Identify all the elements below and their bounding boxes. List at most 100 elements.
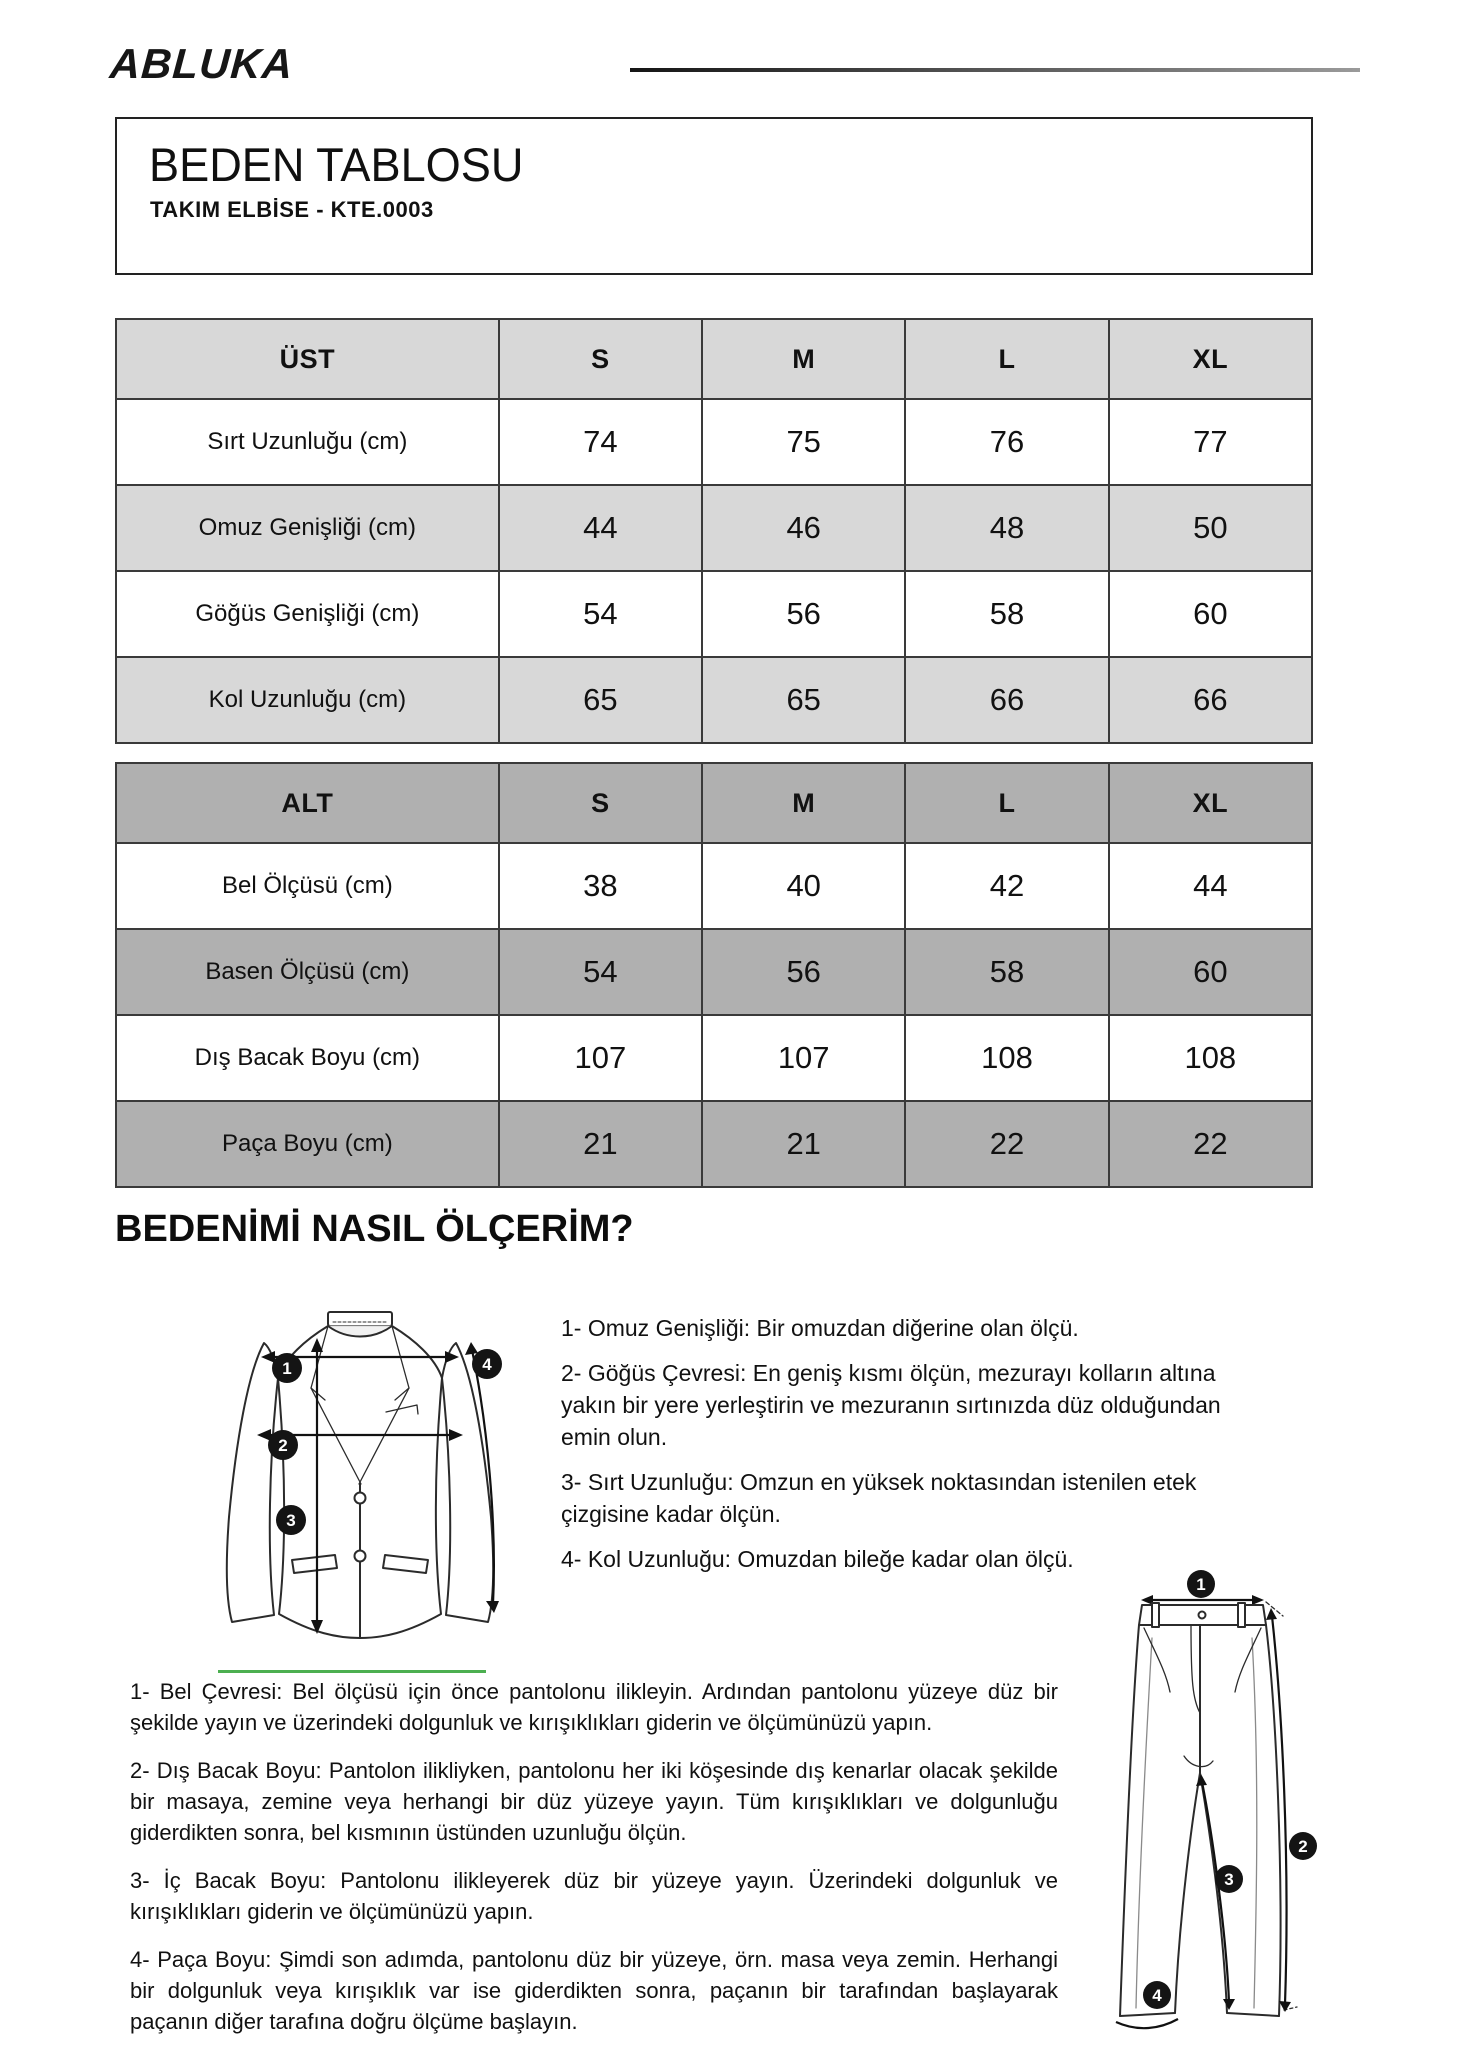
jacket-marker-1: 1 [272, 1353, 302, 1383]
header-cell-l: L [904, 762, 1110, 844]
header-cell-s: S [497, 762, 704, 844]
jacket-measure-diagram: 1 2 3 4 [225, 1311, 502, 1639]
table-row: Kol Uzunluğu (cm) 65 65 66 66 [115, 656, 1314, 744]
cell-value: 74 [497, 398, 704, 486]
header-cell-m: M [701, 762, 907, 844]
jacket-drawing [225, 1311, 495, 1639]
cell-value: 66 [1107, 656, 1314, 744]
product-code: TAKIM ELBİSE - KTE.0003 [150, 196, 434, 222]
header-cell-s: S [497, 318, 704, 400]
cell-value: 40 [701, 842, 907, 930]
jacket-step: 2- Göğüs Çevresi: En geniş kısmı ölçün, … [561, 1360, 1221, 1450]
cell-value: 108 [904, 1014, 1110, 1102]
size-table-top: ÜST S M L XL Sırt Uzunluğu (cm) 74 75 76… [115, 318, 1314, 744]
table-row: Omuz Genişliği (cm) 44 46 48 50 [115, 484, 1314, 572]
pants-marker-2: 2 [1289, 1832, 1317, 1860]
cell-value: 66 [904, 656, 1110, 744]
pants-marker-1: 1 [1187, 1570, 1215, 1598]
header-cell-xl: XL [1107, 318, 1314, 400]
table-row: Göğüs Genişliği (cm) 54 56 58 60 [115, 570, 1314, 658]
page-title: BEDEN TABLOSU [149, 138, 524, 191]
row-label: Paça Boyu (cm) [115, 1100, 500, 1188]
cell-value: 50 [1107, 484, 1314, 572]
cell-value: 21 [497, 1100, 704, 1188]
row-label: Omuz Genişliği (cm) [115, 484, 500, 572]
pants-step: 4- Paça Boyu: Şimdi son adımda, pantolon… [130, 1947, 1058, 2034]
table-row: Basen Ölçüsü (cm) 54 56 58 60 [115, 928, 1314, 1016]
table-row: Bel Ölçüsü (cm) 38 40 42 44 [115, 842, 1314, 930]
header-cell-alt: ALT [115, 762, 500, 844]
header-cell-m: M [701, 318, 907, 400]
jacket-step: 4- Kol Uzunluğu: Omuzdan bileğe kadar ol… [561, 1546, 1074, 1572]
svg-text:3: 3 [1224, 1870, 1233, 1889]
svg-text:1: 1 [282, 1359, 291, 1378]
pants-marker-4: 4 [1143, 1981, 1171, 2009]
title-box: BEDEN TABLOSU TAKIM ELBİSE - KTE.0003 [115, 117, 1313, 275]
row-label: Göğüs Genişliği (cm) [115, 570, 500, 658]
row-label: Bel Ölçüsü (cm) [115, 842, 500, 930]
row-label: Basen Ölçüsü (cm) [115, 928, 500, 1016]
cell-value: 54 [497, 928, 704, 1016]
cell-value: 38 [497, 842, 704, 930]
header-cell-xl: XL [1107, 762, 1314, 844]
cell-value: 22 [904, 1100, 1110, 1188]
cell-value: 46 [701, 484, 907, 572]
cell-value: 76 [904, 398, 1110, 486]
cell-value: 60 [1107, 570, 1314, 658]
row-label: Dış Bacak Boyu (cm) [115, 1014, 500, 1102]
header-cell-l: L [904, 318, 1110, 400]
svg-text:2: 2 [1298, 1837, 1307, 1856]
jacket-marker-4: 4 [472, 1349, 502, 1379]
table-row: Dış Bacak Boyu (cm) 107 107 108 108 [115, 1014, 1314, 1102]
pants-step: 3- İç Bacak Boyu: Pantolonu ilikleyerek … [130, 1868, 1058, 1924]
row-label: Sırt Uzunluğu (cm) [115, 398, 500, 486]
cell-value: 108 [1107, 1014, 1314, 1102]
pants-measure-diagram: 1 2 3 4 [1115, 1570, 1317, 2030]
jacket-marker-3: 3 [276, 1505, 306, 1535]
cell-value: 65 [701, 656, 907, 744]
pants-marker-3: 3 [1215, 1865, 1243, 1893]
jacket-step: 1- Omuz Genişliği: Bir omuzdan diğerine … [561, 1315, 1079, 1341]
svg-text:3: 3 [286, 1511, 295, 1530]
table-row: Paça Boyu (cm) 21 21 22 22 [115, 1100, 1314, 1188]
svg-text:4: 4 [482, 1355, 492, 1374]
svg-text:4: 4 [1152, 1986, 1162, 2005]
cell-value: 44 [1107, 842, 1314, 930]
table-row: Sırt Uzunluğu (cm) 74 75 76 77 [115, 398, 1314, 486]
cell-value: 58 [904, 570, 1110, 658]
cell-value: 65 [497, 656, 704, 744]
cell-value: 21 [701, 1100, 907, 1188]
brand-logo: ABLUKA [108, 40, 295, 87]
pants-instructions: 1- Bel Çevresi: Bel ölçüsü için önce pan… [130, 1676, 1058, 2048]
cell-value: 60 [1107, 928, 1314, 1016]
pants-step: 1- Bel Çevresi: Bel ölçüsü için önce pan… [130, 1679, 1058, 1735]
cell-value: 77 [1107, 398, 1314, 486]
jacket-marker-2: 2 [268, 1430, 298, 1460]
header-rule [630, 68, 1360, 72]
howto-heading: BEDENİMİ NASIL ÖLÇERİM? [115, 1208, 634, 1250]
cell-value: 107 [701, 1014, 907, 1102]
svg-text:1: 1 [1196, 1575, 1205, 1594]
cell-value: 44 [497, 484, 704, 572]
header-cell-ust: ÜST [115, 318, 500, 400]
cell-value: 75 [701, 398, 907, 486]
size-table-bottom: ALT S M L XL Bel Ölçüsü (cm) 38 40 42 44… [115, 762, 1314, 1188]
table-header-row: ÜST S M L XL [115, 318, 1314, 400]
cell-value: 56 [701, 928, 907, 1016]
cell-value: 107 [497, 1014, 704, 1102]
table-header-row: ALT S M L XL [115, 762, 1314, 844]
pants-drawing [1119, 1595, 1298, 2017]
svg-text:2: 2 [278, 1436, 287, 1455]
pants-step: 2- Dış Bacak Boyu: Pantolon ilikliyken, … [130, 1758, 1058, 1845]
cell-value: 22 [1107, 1100, 1314, 1188]
jacket-measure-arrows [257, 1338, 499, 1634]
jacket-step: 3- Sırt Uzunluğu: Omzun en yüksek noktas… [561, 1469, 1197, 1527]
cell-value: 56 [701, 570, 907, 658]
cell-value: 54 [497, 570, 704, 658]
cell-value: 58 [904, 928, 1110, 1016]
jacket-instructions: 1- Omuz Genişliği: Bir omuzdan diğerine … [561, 1312, 1247, 1588]
cell-value: 48 [904, 484, 1110, 572]
jacket-figure-underline [218, 1670, 486, 1673]
cell-value: 42 [904, 842, 1110, 930]
